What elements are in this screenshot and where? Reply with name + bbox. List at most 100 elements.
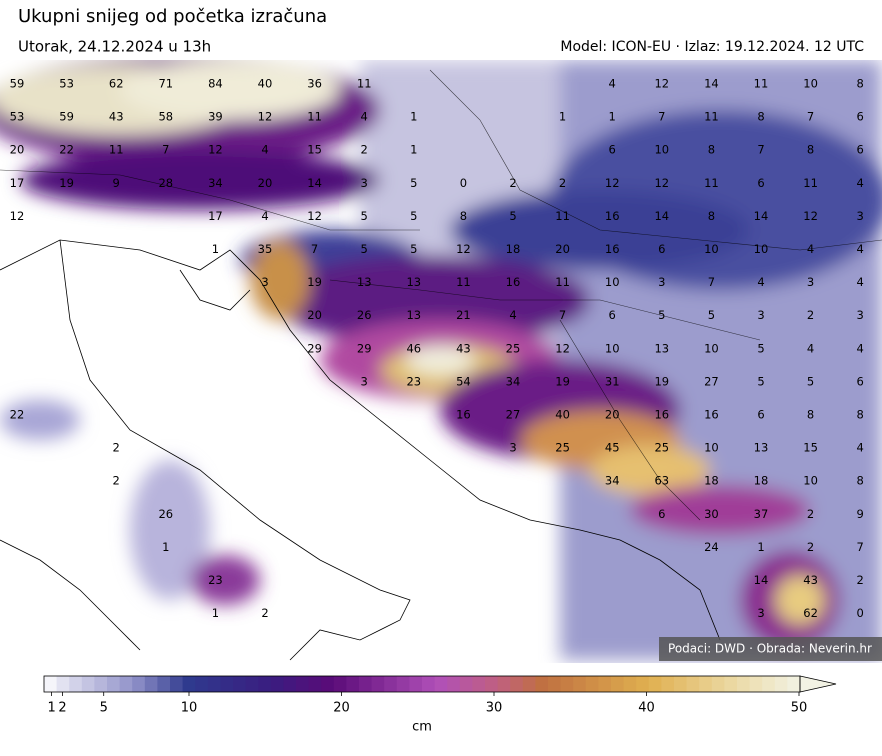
grid-value: 8 xyxy=(708,143,715,157)
grid-value: 1 xyxy=(609,110,616,124)
colorbar: 1 2 5 10 20 30 40 50 xyxy=(43,675,837,716)
grid-value: 30 xyxy=(704,507,719,521)
grid-value: 43 xyxy=(803,573,818,587)
grid-value: 5 xyxy=(757,374,764,388)
grid-value: 3 xyxy=(807,275,814,289)
colorbar-arrow xyxy=(799,675,837,693)
grid-value: 59 xyxy=(10,77,25,91)
grid-value: 5 xyxy=(807,374,814,388)
grid-value: 13 xyxy=(406,275,421,289)
coastline xyxy=(0,239,721,661)
grid-value: 12 xyxy=(208,143,223,157)
colorbar-segment xyxy=(459,676,473,692)
colorbar-segment xyxy=(749,676,763,692)
grid-value: 23 xyxy=(406,374,421,388)
grid-value: 4 xyxy=(857,441,864,455)
grid-labels: 59 53 62 71 84 40 36 11 4 12 14 11 10 853 59 43 58 39 12 11… xyxy=(10,77,864,621)
colorbar-segment xyxy=(661,676,675,692)
grid-value: 8 xyxy=(460,209,467,223)
grid-value: 6 xyxy=(609,308,616,322)
grid-value: 10 xyxy=(803,77,818,91)
snow-field xyxy=(0,60,882,660)
colorbar-segment xyxy=(233,676,247,692)
model-info: Model: ICON-EU · Izlaz: 19.12.2024. 12 U… xyxy=(560,39,864,55)
colorbar-segment xyxy=(107,676,121,692)
grid-value: 14 xyxy=(307,176,322,190)
colorbar-segment xyxy=(762,676,776,692)
grid-value: 24 xyxy=(704,540,719,554)
grid-value: 11 xyxy=(555,209,570,223)
grid-value: 71 xyxy=(158,77,173,91)
grid-value: 6 xyxy=(757,176,764,190)
grid-value: 19 xyxy=(654,374,669,388)
colorbar-segment xyxy=(485,676,499,692)
grid-value: 12 xyxy=(803,209,818,223)
colorbar-segment xyxy=(308,676,322,692)
grid-value: 40 xyxy=(555,408,570,422)
grid-value: 4 xyxy=(261,143,268,157)
grid-value: 11 xyxy=(456,275,471,289)
grid-value: 3 xyxy=(509,441,516,455)
grid-value: 11 xyxy=(704,110,719,124)
colorbar-segment xyxy=(787,676,801,692)
grid-value: 4 xyxy=(361,110,368,124)
grid-value: 13 xyxy=(754,441,769,455)
grid-value: 16 xyxy=(456,408,471,422)
colorbar-segment xyxy=(598,676,612,692)
grid-value: 6 xyxy=(609,143,616,157)
grid-value: 58 xyxy=(158,110,173,124)
grid-value: 28 xyxy=(158,176,173,190)
colorbar-segment xyxy=(321,676,335,692)
grid-value: 2 xyxy=(509,176,516,190)
grid-value: 14 xyxy=(754,573,769,587)
colorbar-segment xyxy=(724,676,738,692)
grid-value: 35 xyxy=(258,242,273,256)
grid-value: 11 xyxy=(704,176,719,190)
colorbar-segment xyxy=(447,676,461,692)
grid-value: 27 xyxy=(704,374,719,388)
colorbar-segment xyxy=(409,676,423,692)
grid-value: 43 xyxy=(456,341,471,355)
grid-value: 37 xyxy=(754,507,769,521)
grid-value: 27 xyxy=(506,408,521,422)
colorbar-segment xyxy=(333,676,347,692)
grid-value: 10 xyxy=(704,441,719,455)
grid-value: 13 xyxy=(357,275,372,289)
colorbar-segment xyxy=(81,676,95,692)
grid-value: 29 xyxy=(307,341,322,355)
colorbar-segment xyxy=(69,676,83,692)
grid-value: 4 xyxy=(609,77,616,91)
grid-value: 3 xyxy=(361,374,368,388)
colorbar-segment xyxy=(144,676,158,692)
colorbar-segment xyxy=(774,676,788,692)
grid-value: 5 xyxy=(757,341,764,355)
grid-value: 22 xyxy=(59,143,74,157)
grid-value: 4 xyxy=(857,242,864,256)
grid-value: 1 xyxy=(162,540,169,554)
grid-value: 53 xyxy=(59,77,74,91)
grid-value: 31 xyxy=(605,374,620,388)
colorbar-tick-label: 20 xyxy=(333,701,350,716)
colorbar-segment xyxy=(44,676,58,692)
grid-value: 5 xyxy=(361,209,368,223)
grid-value: 11 xyxy=(754,77,769,91)
grid-value: 7 xyxy=(658,110,665,124)
grid-value: 10 xyxy=(704,242,719,256)
grid-value: 22 xyxy=(10,408,25,422)
grid-value: 19 xyxy=(59,176,74,190)
grid-value: 7 xyxy=(857,540,864,554)
grid-value: 11 xyxy=(357,77,372,91)
grid-value: 4 xyxy=(757,275,764,289)
grid-value: 21 xyxy=(456,308,471,322)
colorbar-segment xyxy=(270,676,284,692)
grid-value: 62 xyxy=(109,77,124,91)
grid-value: 3 xyxy=(261,275,268,289)
grid-value: 3 xyxy=(658,275,665,289)
grid-value: 15 xyxy=(803,441,818,455)
colorbar-segment xyxy=(170,676,184,692)
grid-value: 13 xyxy=(406,308,421,322)
grid-value: 5 xyxy=(410,176,417,190)
grid-value: 84 xyxy=(208,77,223,91)
colorbar-tick-label: 10 xyxy=(181,701,198,716)
